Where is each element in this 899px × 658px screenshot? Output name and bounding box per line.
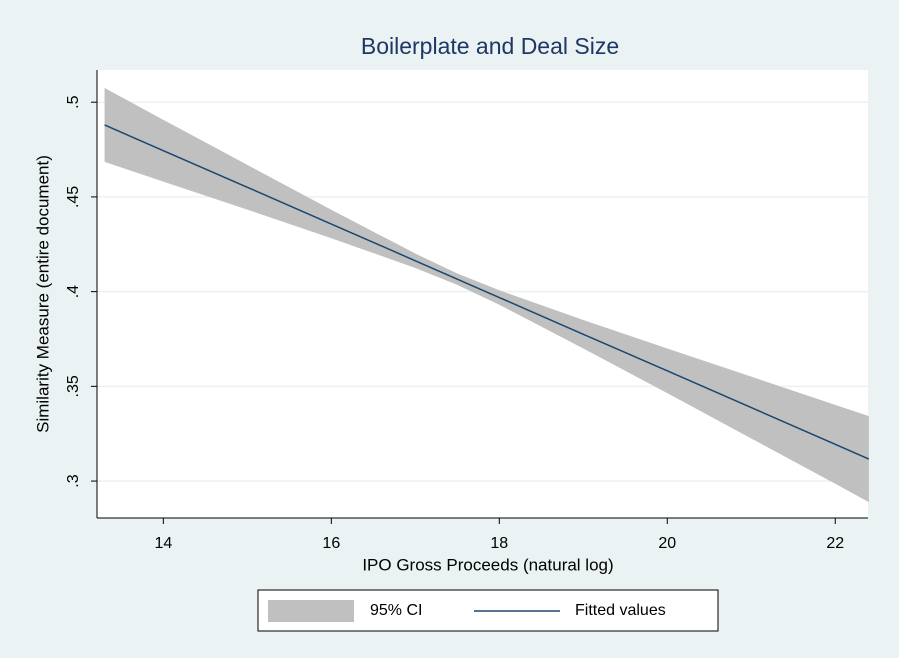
x-tick-label: 14 (154, 535, 172, 552)
x-tick-label: 22 (826, 535, 844, 552)
x-tick-label: 18 (490, 535, 508, 552)
chart-title: Boilerplate and Deal Size (361, 33, 619, 59)
plot-layer (97, 87, 870, 503)
x-tick-label: 16 (322, 535, 340, 552)
y-tick-label: .45 (65, 186, 82, 208)
legend-label: 95% CI (370, 602, 422, 619)
fitted-line (104, 124, 870, 460)
legend-swatch-ci (268, 600, 354, 622)
y-tick-label: .5 (65, 95, 82, 108)
y-axis-label: Similarity Measure (entire document) (33, 155, 52, 433)
x-axis-label: IPO Gross Proceeds (natural log) (362, 555, 613, 574)
y-tick-label: .4 (65, 285, 82, 298)
legend-label: Fitted values (575, 602, 666, 619)
ci-band (104, 87, 869, 503)
y-tick-label: .35 (65, 375, 82, 397)
y-tick-label: .3 (65, 474, 82, 487)
x-tick-label: 20 (658, 535, 676, 552)
